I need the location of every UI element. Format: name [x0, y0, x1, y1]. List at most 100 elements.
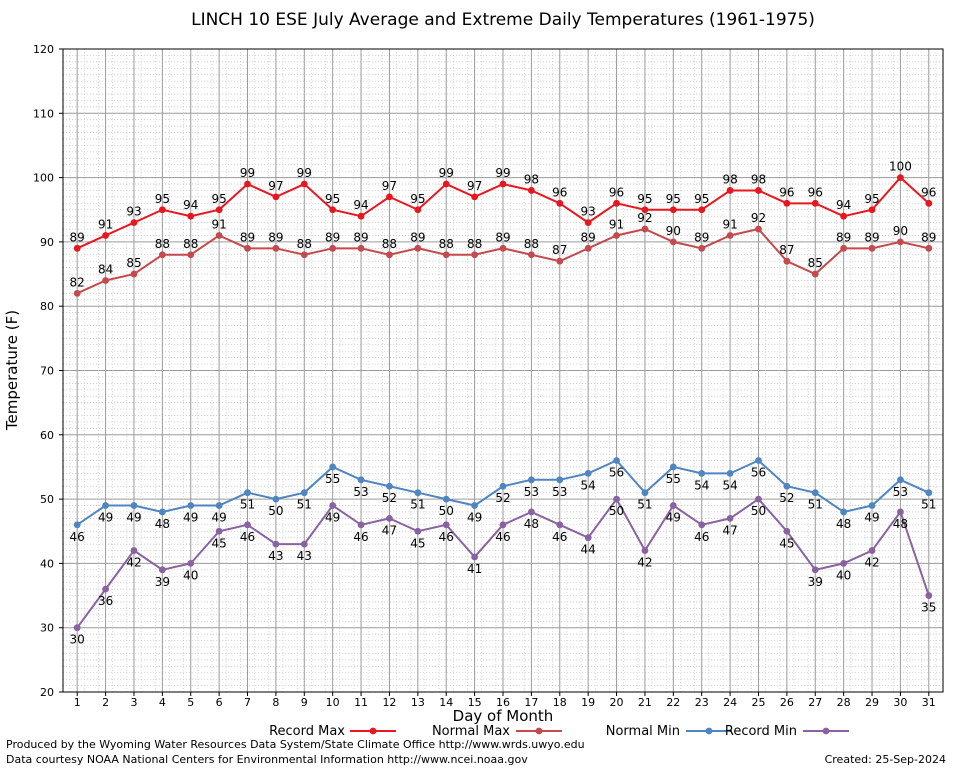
record-max-point	[556, 199, 564, 207]
normal-max-point	[698, 244, 706, 252]
normal-max-point	[215, 232, 223, 239]
record-min-data-label: 30	[70, 633, 85, 647]
x-tick-label: 25	[751, 696, 765, 709]
record-min-point	[300, 540, 308, 548]
record-min-data-label: 42	[864, 556, 879, 570]
record-max-data-label: 99	[240, 166, 255, 180]
record-max-data-label: 95	[694, 192, 709, 206]
record-max-point	[669, 206, 677, 214]
record-min-point	[840, 560, 848, 567]
normal-min-data-label: 49	[211, 511, 226, 525]
record-min-data-label: 46	[694, 530, 709, 544]
normal-max-data-label: 89	[921, 230, 936, 244]
series-lines: 89 91 93 95 94 95 99 97 99 95 94 97 95 99 97 99 98 96 93 96…	[70, 160, 937, 647]
record-max-point	[187, 212, 195, 220]
record-max-data-label: 93	[581, 205, 596, 219]
record-min-point	[641, 547, 649, 554]
y-tick-label: 110	[33, 107, 54, 120]
record-max-point	[272, 193, 280, 201]
normal-min-point	[925, 489, 933, 497]
normal-max-point	[187, 251, 195, 259]
record-max-data-label: 98	[751, 172, 766, 186]
normal-min-point	[726, 469, 734, 477]
record-max-point	[442, 180, 450, 188]
record-min-point	[527, 508, 535, 516]
record-max-point	[102, 232, 109, 239]
record-max-data-label: 99	[439, 166, 454, 180]
record-min-point	[897, 508, 904, 516]
record-min-data-label: 46	[552, 530, 567, 544]
normal-min-point	[215, 502, 223, 509]
record-min-point	[272, 540, 280, 548]
x-tick-label: 3	[130, 696, 137, 709]
record-min-point	[471, 553, 479, 561]
record-min-data-label: 44	[581, 543, 596, 557]
record-max-data-label: 95	[666, 192, 681, 206]
normal-max-data-label: 87	[779, 243, 794, 257]
record-max-data-label: 97	[382, 179, 397, 193]
legend: Record Max Normal Max Normal Min Record Min	[269, 724, 849, 739]
normal-max-data-label: 91	[609, 217, 624, 231]
record-max-point	[158, 206, 166, 214]
normal-min-point	[811, 489, 819, 497]
record-max-data-label: 95	[637, 192, 652, 206]
normal-min-point	[386, 482, 393, 490]
y-tick-label: 20	[40, 686, 54, 699]
normal-min-data-label: 56	[609, 466, 624, 480]
normal-max-point	[726, 232, 734, 239]
record-min-point	[357, 521, 365, 529]
record-min-point	[158, 566, 166, 574]
chart-title: LINCH 10 ESE July Average and Extreme Da…	[191, 10, 815, 30]
record-min-point	[73, 624, 81, 632]
normal-max-point	[442, 251, 450, 259]
x-tick-label: 14	[439, 696, 453, 709]
normal-max-point	[897, 238, 904, 246]
x-tick-label: 12	[382, 696, 396, 709]
normal-max-point	[783, 257, 791, 265]
normal-max-data-label: 90	[666, 224, 681, 238]
normal-max-point	[925, 244, 933, 252]
record-min-point	[414, 527, 422, 535]
record-min-data-label: 43	[297, 549, 312, 563]
y-tick-label: 80	[40, 300, 54, 313]
record-max-point	[897, 174, 904, 182]
record-min-point	[584, 534, 592, 542]
normal-max-data-label: 91	[722, 217, 737, 231]
normal-max-data-label: 89	[268, 230, 283, 244]
x-tick-label: 29	[865, 696, 879, 709]
x-tick-label: 21	[638, 696, 652, 709]
created-date: Created: 25-Sep-2024	[824, 753, 946, 766]
normal-max-point	[868, 244, 876, 252]
record-max-data-label: 94	[353, 198, 368, 212]
normal-max-data-label: 89	[495, 230, 510, 244]
normal-min-point	[130, 502, 138, 509]
normal-min-data-label: 49	[126, 511, 141, 525]
record-max-point	[868, 206, 876, 214]
record-max-data-label: 95	[864, 192, 879, 206]
legend-label-record-max: Record Max	[269, 724, 345, 739]
normal-max-data-label: 89	[836, 230, 851, 244]
normal-min-point	[840, 508, 848, 516]
normal-min-data-label: 49	[98, 511, 113, 525]
record-min-point	[102, 585, 109, 593]
record-min-data-label: 49	[325, 511, 340, 525]
normal-min-point	[272, 495, 280, 503]
normal-max-data-label: 89	[240, 230, 255, 244]
normal-min-point	[471, 502, 479, 509]
normal-min-data-label: 54	[722, 478, 737, 492]
record-max-data-label: 98	[722, 172, 737, 186]
x-tick-label: 7	[244, 696, 251, 709]
normal-max-data-label: 92	[637, 211, 652, 225]
x-tick-label: 27	[808, 696, 822, 709]
normal-max-point	[357, 244, 365, 252]
record-max-point	[613, 199, 620, 207]
x-tick-label: 6	[216, 696, 223, 709]
normal-min-point	[244, 489, 251, 497]
normal-min-data-label: 51	[297, 498, 312, 512]
normal-max-point	[158, 251, 166, 259]
record-min-point	[442, 521, 450, 529]
record-max-point	[755, 187, 762, 194]
record-max-point	[840, 212, 848, 220]
normal-min-data-label: 49	[183, 511, 198, 525]
normal-max-point	[329, 244, 337, 252]
